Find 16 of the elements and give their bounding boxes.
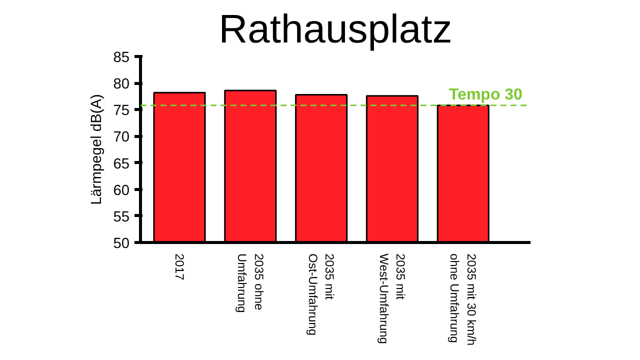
- y-tick-label: 55: [113, 209, 130, 226]
- x-tick-label: 2035 mit Ost-Umfahrung: [306, 254, 337, 336]
- y-tick-label: 75: [113, 103, 130, 120]
- y-tick-label: 80: [113, 76, 130, 93]
- y-axis-title: Lärmpegel dB(A): [89, 94, 106, 205]
- y-tick-label: 85: [113, 50, 130, 66]
- x-tick-label: 2017: [172, 254, 186, 281]
- chart-title: Rathausplatz: [218, 8, 452, 52]
- y-tick-label: 65: [113, 156, 130, 172]
- x-tick-label: 2035 mit West-Umfahrung: [376, 254, 408, 344]
- y-tick-label: 60: [113, 182, 130, 199]
- y-tick-label: 50: [113, 236, 130, 252]
- ref-line-label: Tempo 30: [448, 86, 523, 104]
- y-tick-label: 70: [113, 130, 130, 146]
- x-tick-label: 2035 mit 30 km/h ohne Umfahrung: [448, 254, 479, 346]
- x-tick-label: 2035 ohne Umfahrung: [235, 254, 266, 313]
